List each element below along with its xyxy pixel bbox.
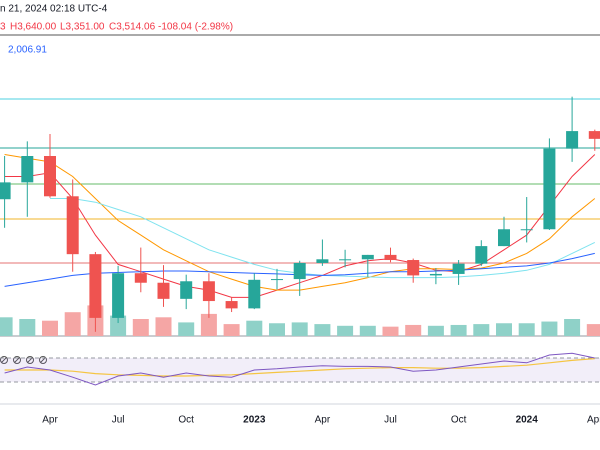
volume-bar (359, 325, 376, 336)
volume-bar (132, 319, 149, 336)
candle-body (248, 279, 261, 309)
candle-body (316, 259, 329, 263)
candle-body (588, 131, 600, 139)
volume-bar (269, 323, 285, 336)
x-tick-label: Apr (315, 415, 331, 426)
indicator-value: 2,006.91 (8, 45, 47, 56)
candle-body (225, 301, 238, 309)
x-tick-label: Jul (384, 415, 397, 426)
header-change: -108.04 (-2.98%) (158, 22, 233, 33)
volume-bar (178, 322, 195, 336)
x-tick-label: Oct (178, 415, 194, 426)
candle-body (271, 279, 283, 281)
header-high: H3,640.00 (10, 22, 57, 33)
header-datetime: n 21, 2024 02:18 UTC-4 (0, 4, 108, 15)
x-tick-label: 2023 (243, 415, 266, 426)
volume-bar (496, 323, 512, 336)
candle-body (498, 229, 510, 247)
volume-bar (291, 322, 308, 336)
volume-bar (155, 317, 172, 336)
candle-body (566, 131, 579, 149)
candle-body (293, 262, 306, 280)
volume-bar (200, 313, 217, 336)
volume-bar (382, 326, 399, 336)
volume-bar (337, 325, 354, 336)
volume-bar (564, 319, 581, 336)
rsi-ma-line (4, 358, 595, 377)
candle-body (384, 254, 397, 261)
volume-bar (427, 325, 444, 336)
volume-bar (518, 323, 535, 336)
x-tick-label: Apr (42, 415, 58, 426)
candle-body (66, 196, 79, 255)
volume-bar (19, 319, 36, 336)
candle-body (21, 156, 34, 183)
volume-bar (473, 324, 490, 336)
candle-body (202, 281, 215, 302)
volume-bar (0, 317, 13, 336)
candle-body (157, 282, 170, 299)
volume-bar (586, 324, 600, 336)
candle-body (180, 281, 193, 299)
candle-body (89, 254, 102, 318)
volume-bar (42, 320, 58, 336)
candle-body (112, 273, 125, 318)
x-tick-label: 2024 (516, 415, 539, 426)
volume-bar (541, 321, 558, 336)
volume-bar (450, 324, 467, 336)
volume-bar (64, 312, 81, 336)
x-tick-label: Apr (587, 415, 600, 426)
candle-body (429, 273, 442, 276)
candle-body (44, 156, 56, 197)
x-tick-label: Oct (451, 415, 467, 426)
volume-bar (246, 320, 263, 336)
volume-bar (110, 315, 127, 336)
volume-bar (223, 324, 240, 336)
rsi-line (4, 352, 595, 386)
header-low: L3,351.00 (60, 22, 105, 33)
candle-body (475, 246, 488, 264)
candle-body (134, 273, 147, 283)
candle-body (452, 263, 465, 274)
candle-body (361, 254, 374, 260)
candle-body (520, 229, 533, 231)
candle-body (339, 259, 352, 261)
header-open: 3 (0, 22, 6, 33)
volume-bar (314, 324, 331, 336)
header-close: C3,514.06 (109, 22, 156, 33)
candle-body (407, 260, 420, 276)
candle-body (543, 148, 556, 230)
x-tick-label: Jul (112, 415, 125, 426)
candle-body (0, 182, 11, 200)
volume-bar (405, 324, 422, 336)
